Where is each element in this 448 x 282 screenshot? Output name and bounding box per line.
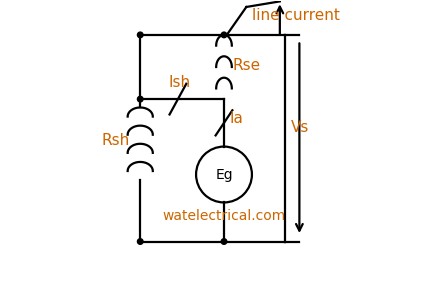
Text: Vs: Vs [291,120,310,135]
Circle shape [138,239,143,244]
Circle shape [138,96,143,102]
Text: Rse: Rse [233,58,260,73]
Circle shape [138,32,143,38]
Text: Rsh: Rsh [101,133,129,149]
Circle shape [221,239,227,244]
Circle shape [221,32,227,38]
Text: Ia: Ia [229,111,243,126]
Text: Eg: Eg [215,168,233,182]
Text: watelectrical.com: watelectrical.com [162,210,286,223]
Text: line current: line current [252,8,340,23]
Text: Ish: Ish [168,75,190,90]
